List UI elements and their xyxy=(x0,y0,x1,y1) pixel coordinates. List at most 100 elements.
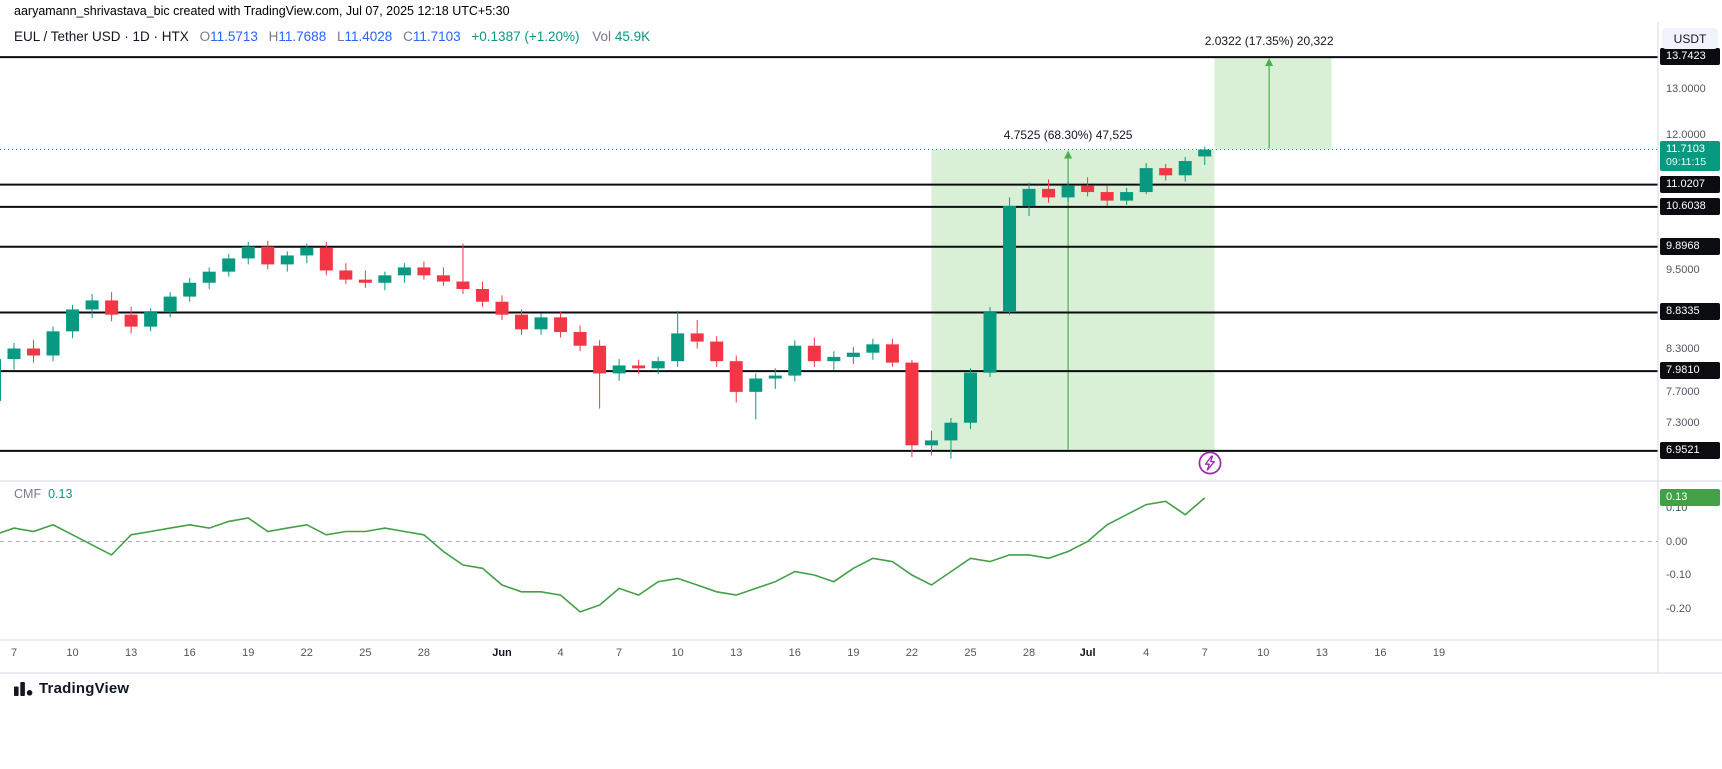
projection-box[interactable] xyxy=(931,149,1215,451)
bar-countdown: 09:11:15 xyxy=(1666,155,1707,168)
time-label: 25 xyxy=(964,647,977,659)
projection-arrowhead xyxy=(1265,58,1274,67)
time-label: 19 xyxy=(1432,647,1446,659)
attribution-bar: aaryamann_shrivastava_bic created with T… xyxy=(0,0,1722,22)
candle xyxy=(105,300,119,315)
candle xyxy=(300,247,314,256)
time-label: 13 xyxy=(730,647,743,659)
candle xyxy=(1100,192,1114,201)
candle xyxy=(593,345,607,374)
tradingview-logo[interactable]: TradingView xyxy=(14,679,129,698)
time-label: 7 xyxy=(1201,647,1208,659)
close-label: C xyxy=(403,29,413,44)
candle xyxy=(144,312,158,327)
candle xyxy=(27,348,41,356)
time-label: 16 xyxy=(788,647,801,659)
time-label: 25 xyxy=(359,647,372,659)
price-tick: 13.0000 xyxy=(1666,83,1706,96)
candle xyxy=(241,246,255,259)
low-label: L xyxy=(336,29,345,44)
candle xyxy=(280,255,294,265)
candle xyxy=(417,267,431,276)
cmf-value-badge: 0.13 xyxy=(1660,488,1720,506)
tradingview-logo-icon xyxy=(14,682,33,696)
time-label: 22 xyxy=(905,647,919,659)
candle xyxy=(163,296,177,313)
candle xyxy=(1022,188,1036,207)
candle xyxy=(1159,168,1173,176)
price-tick: 9.5000 xyxy=(1666,264,1700,277)
candle xyxy=(475,289,489,302)
candle xyxy=(0,359,1,401)
price-tick: 12.0000 xyxy=(1666,129,1706,142)
candle xyxy=(651,361,665,369)
price-level-badge: 13.7423 xyxy=(1660,48,1720,66)
candle xyxy=(866,344,880,353)
symbol-title[interactable]: EUL / Tether USD · 1D · HTX xyxy=(14,29,189,44)
candle xyxy=(515,314,529,330)
time-label: 10 xyxy=(1257,647,1270,659)
candle xyxy=(905,362,919,446)
candle xyxy=(963,372,977,423)
candle xyxy=(710,341,724,362)
cmf-indicator-legend[interactable]: CMF 0.13 xyxy=(14,487,72,501)
projection-label-1: 4.7525 (68.30%) 47,525 xyxy=(1003,127,1133,142)
candle xyxy=(7,348,21,360)
currency-toggle-button[interactable]: USDT xyxy=(1662,28,1718,49)
candle xyxy=(944,422,958,441)
candle xyxy=(261,246,275,265)
time-label: 7 xyxy=(10,647,18,659)
candle xyxy=(807,345,821,362)
candle xyxy=(1198,149,1212,157)
candle xyxy=(788,345,802,376)
projection-label-2: 2.0322 (17.35%) 20,322 xyxy=(1204,34,1334,49)
price-level-badge: 9.8968 xyxy=(1660,237,1720,255)
price-level-badge: 7.9810 xyxy=(1660,362,1720,380)
price-axis[interactable]: 13.0000 12.0000 9.5000 8.3000 7.7000 7.3000 13… xyxy=(1659,0,1722,673)
candle xyxy=(768,375,782,379)
candle xyxy=(436,275,450,282)
candle xyxy=(456,281,470,290)
tradingview-wordmark: TradingView xyxy=(39,680,130,697)
candle xyxy=(319,247,333,271)
candle xyxy=(885,344,899,363)
time-label: 10 xyxy=(671,647,684,659)
candle xyxy=(85,300,99,310)
candle xyxy=(1042,188,1056,198)
candle xyxy=(46,331,60,356)
candle xyxy=(846,352,860,357)
time-label: 4 xyxy=(557,647,564,659)
candle xyxy=(827,356,841,362)
candle xyxy=(749,378,763,392)
cmf-value: 0.13 xyxy=(48,487,73,501)
symbol-legend: EUL / Tether USD · 1D · HTX O11.5713 H11… xyxy=(14,29,650,44)
candle xyxy=(339,270,353,280)
candle xyxy=(202,271,216,283)
time-label: 13 xyxy=(124,647,138,659)
projection-box[interactable] xyxy=(1214,57,1332,150)
time-label: 10 xyxy=(66,647,79,659)
low-value: 11.4028 xyxy=(344,29,393,44)
time-label: Jul xyxy=(1079,647,1096,659)
cmf-tick: -0.10 xyxy=(1666,569,1692,581)
candle xyxy=(1178,161,1192,176)
volume-value: 45.9K xyxy=(614,29,651,44)
price-tick: 7.7000 xyxy=(1666,385,1700,398)
time-axis[interactable]: 7 10 13 16 19 22 25 28 Jun 4 7 10 13 16 19 22 25 28 Jul 4 7 1… xyxy=(0,647,1658,665)
candle xyxy=(495,301,509,315)
time-label: 22 xyxy=(300,647,313,659)
candle xyxy=(378,275,392,283)
time-label: 7 xyxy=(616,647,623,659)
time-label: 28 xyxy=(417,647,431,659)
candle xyxy=(573,332,587,346)
open-label: O xyxy=(199,29,211,44)
time-label: 28 xyxy=(1022,647,1036,659)
time-label: 19 xyxy=(847,647,860,659)
cmf-line xyxy=(0,497,1206,613)
time-label: Jun xyxy=(492,647,512,659)
cmf-tick: -0.20 xyxy=(1666,602,1692,615)
close-value: 11.7103 xyxy=(412,29,461,44)
lightning-marker-icon[interactable] xyxy=(1197,450,1223,476)
current-price-badge: 11.7103 09:11:15 xyxy=(1660,140,1720,171)
